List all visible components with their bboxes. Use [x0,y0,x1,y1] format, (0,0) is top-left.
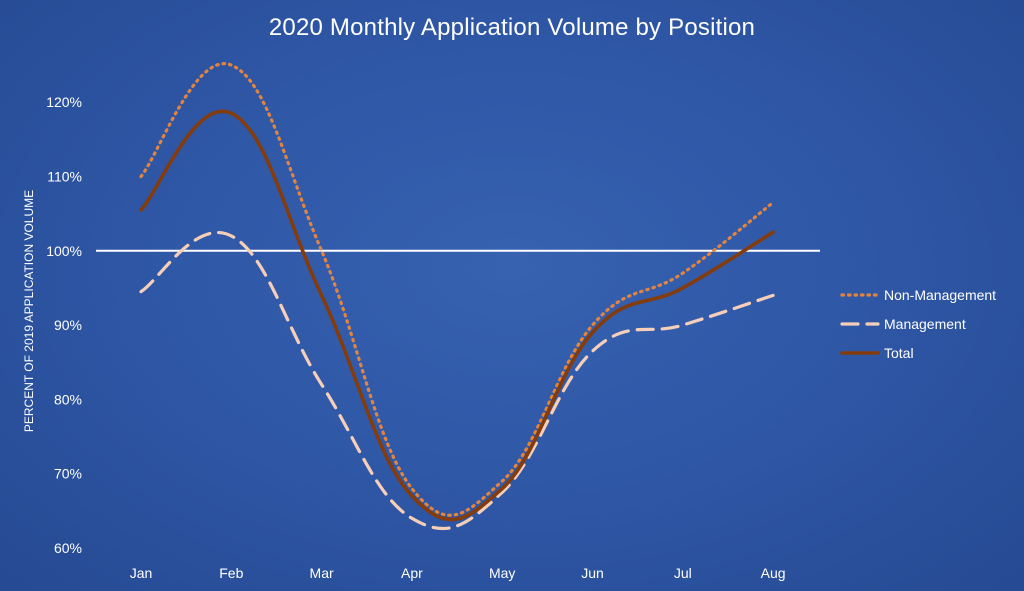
legend-swatch [840,350,880,355]
y-tick-label: 120% [46,94,82,110]
y-tick-label: 100% [46,243,82,259]
x-tick-label: Feb [219,565,243,581]
legend-swatch [840,292,880,297]
legend-item: Non-Management [840,280,996,309]
x-tick-label: Jan [130,565,153,581]
legend-label: Non-Management [884,286,997,303]
x-tick-label: May [489,565,515,581]
legend-item: Total [840,338,996,367]
x-tick-label: Aug [761,565,786,581]
y-tick-label: 60% [54,540,82,556]
x-tick-label: Jun [581,565,604,581]
y-tick-label: 110% [47,169,82,185]
legend: Non-Management Management Total [840,280,996,367]
legend-label: Management [884,315,966,332]
x-tick-label: Jul [674,565,692,581]
series-line-management [139,231,775,531]
legend-item: Management [840,309,996,338]
y-tick-label: 90% [54,317,82,333]
x-tick-label: Apr [401,565,423,581]
y-tick-label: 70% [54,466,82,482]
chart-title: 2020 Monthly Application Volume by Posit… [268,14,756,41]
series-line-total [139,109,775,522]
legend-swatch [840,321,880,326]
y-tick-label: 80% [54,391,82,407]
legend-label: Total [884,344,914,361]
x-tick-label: Mar [310,565,334,581]
